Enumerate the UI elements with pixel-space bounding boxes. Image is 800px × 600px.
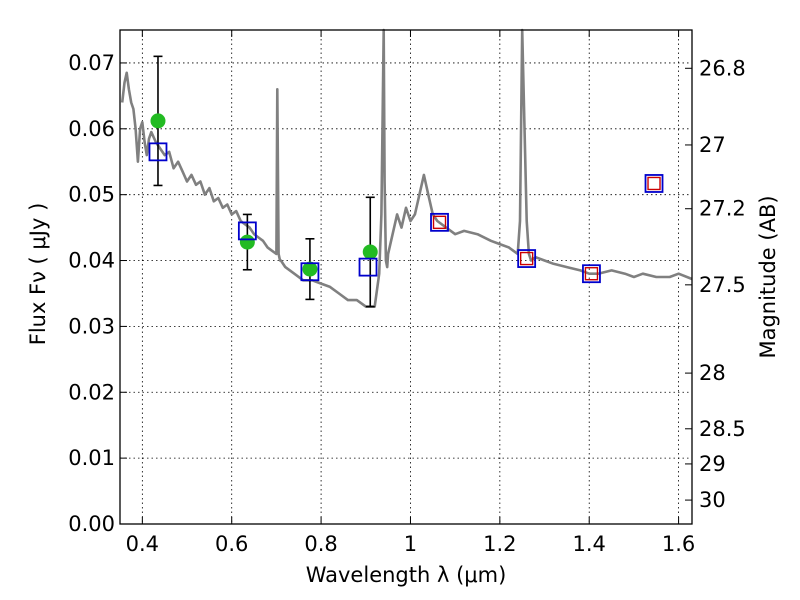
model-box <box>644 174 664 193</box>
y-axis-ticks: 0.00 0.01 0.02 0.03 0.04 0.05 0.06 0.07 <box>68 51 127 536</box>
model-boxes <box>148 142 664 284</box>
y2-tick-label: 29 <box>699 452 726 476</box>
model-box-inner <box>647 176 661 191</box>
x-tick-label: 0.8 <box>304 532 337 556</box>
y2-axis-ticks: 26.8 27 27.2 27.5 28 28.5 29 30 <box>685 56 746 512</box>
y2-axis-label: Magnitude (AB) <box>756 195 780 358</box>
x-tick-label: 0.4 <box>126 532 159 556</box>
model-box-inner <box>519 251 534 266</box>
x-tick-label: 1.6 <box>662 532 695 556</box>
grid-lines <box>120 30 692 524</box>
y-tick-label: 0.00 <box>68 512 115 536</box>
y-tick-label: 0.02 <box>68 380 115 404</box>
y-tick-label: 0.04 <box>68 249 115 273</box>
x-tick-label: 0.6 <box>215 532 248 556</box>
x-tick-label: 1.2 <box>483 532 516 556</box>
observed-point <box>239 234 255 250</box>
observed-points <box>150 113 378 277</box>
y-tick-label: 0.06 <box>68 117 115 141</box>
y-tick-label: 0.05 <box>68 183 115 207</box>
model-box <box>517 249 537 268</box>
y-tick-label: 0.07 <box>68 51 115 75</box>
y2-tick-label: 28 <box>699 361 726 385</box>
model-box <box>148 142 168 162</box>
y2-tick-label: 27 <box>699 133 726 157</box>
y2-tick-label: 27.5 <box>699 273 746 297</box>
sed-line <box>120 28 693 308</box>
observed-point <box>150 113 166 129</box>
observed-point <box>362 244 378 260</box>
model-box-inner <box>584 267 599 281</box>
observed-point <box>302 261 318 277</box>
y2-tick-label: 26.8 <box>699 56 746 80</box>
model-box <box>358 257 378 277</box>
y2-tick-label: 28.5 <box>699 417 746 441</box>
x-axis-label: Wavelength λ (μm) <box>306 563 507 587</box>
y2-tick-label: 30 <box>699 488 726 512</box>
model-box <box>237 221 257 241</box>
model-box <box>300 262 320 282</box>
plot-frame <box>119 29 693 525</box>
y-tick-label: 0.01 <box>68 446 115 470</box>
model-box <box>430 212 449 232</box>
y2-tick-label: 27.2 <box>699 197 746 221</box>
y-tick-label: 0.03 <box>68 314 115 338</box>
x-tick-label: 1 <box>404 532 417 556</box>
x-tick-label: 1.4 <box>573 532 606 556</box>
model-box <box>582 264 601 284</box>
model-box-inner <box>432 215 447 230</box>
sed-spectrum <box>120 28 693 308</box>
y-axis-label: Flux Fν ( μJy ) <box>26 203 50 346</box>
x-axis-ticks: 0.4 0.6 0.8 1 1.2 1.4 1.6 <box>126 30 695 556</box>
